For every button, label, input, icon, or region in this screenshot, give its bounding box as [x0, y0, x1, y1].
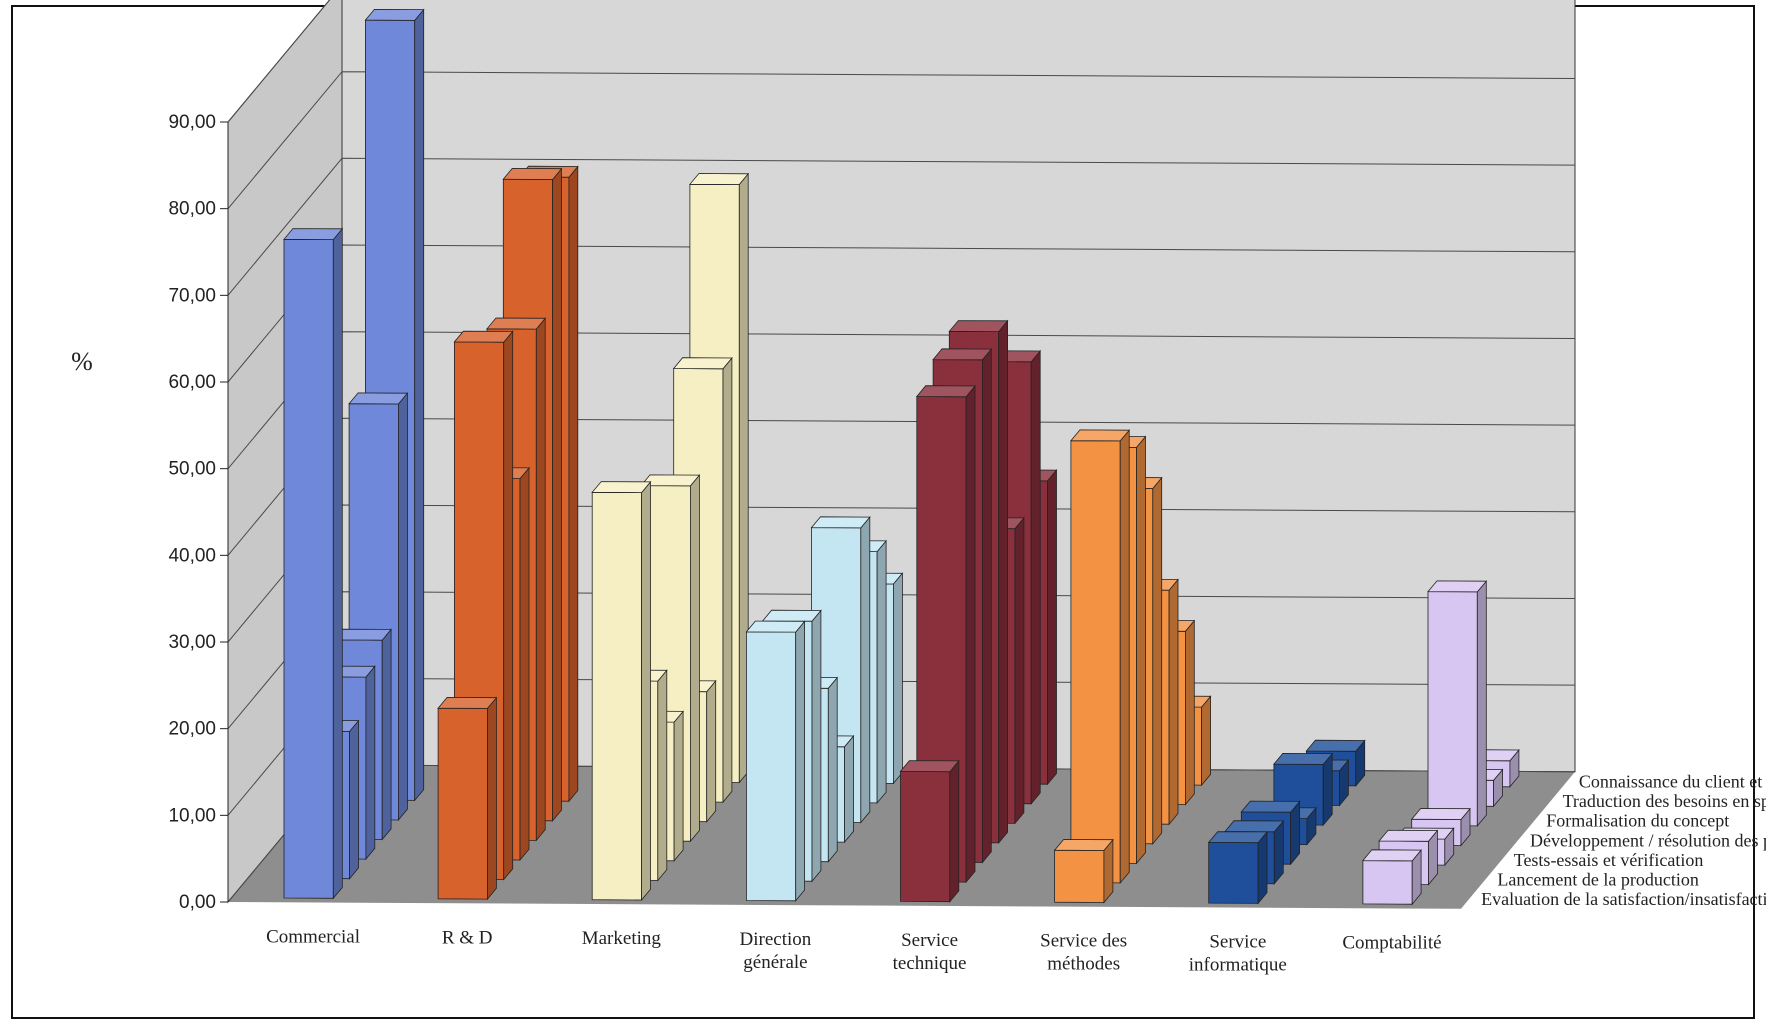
series-labels: Evaluation de la satisfaction/insatisfac… [1481, 772, 1766, 909]
bar [1053, 838, 1114, 904]
x-axis-labels: Commercial R & D Marketing Direction général… [266, 926, 1441, 975]
y-tick-label: 0,00 [179, 892, 216, 913]
y-axis-label: % [71, 347, 93, 376]
bar [899, 759, 960, 903]
bar [745, 620, 806, 902]
bar [1362, 848, 1422, 906]
gridline [227, 71, 1576, 210]
y-tick-label: 40,00 [168, 545, 216, 566]
y-tick-label: 60,00 [168, 372, 216, 393]
x-tick-label: Marketing [582, 928, 662, 949]
series-label: Lancement de la production [1497, 869, 1698, 889]
y-tick-label: 10,00 [168, 805, 216, 826]
y-tick-label: 30,00 [168, 632, 216, 653]
series-label: Evaluation de la satisfaction/insatisfac… [1481, 889, 1766, 909]
bars-layer [283, 8, 1520, 906]
bar [1070, 429, 1131, 884]
x-tick-label: Commercial [266, 926, 360, 947]
y-tick-label: 80,00 [168, 199, 216, 220]
series-label: Traduction des besoins en spécifications [1563, 791, 1766, 811]
y-tick-label: 70,00 [168, 285, 216, 306]
gridline [227, 0, 331, 123]
series-label: Formalisation du concept [1546, 811, 1729, 831]
x-tick-label: Service informatique [1189, 932, 1287, 976]
series-label: Tests-essais et vérification [1514, 850, 1704, 870]
x-tick-label: Comptabilité [1342, 932, 1441, 953]
series-label: Connaissance du client et identification… [1579, 772, 1766, 792]
y-tick-label: 90,00 [168, 112, 216, 133]
series-label: Développement / résolution des problèmes [1530, 830, 1766, 850]
bar [437, 696, 498, 901]
gridline [227, 157, 1576, 296]
x-tick-label: R & D [442, 927, 493, 948]
x-tick-label: Service technique [893, 930, 967, 974]
bar [283, 227, 344, 900]
bar [1427, 580, 1488, 827]
x-tick-label: Direction générale [740, 929, 812, 973]
x-tick-label: Service des méthodes [1040, 931, 1127, 975]
y-tick-label: 50,00 [168, 459, 216, 480]
bar [591, 480, 652, 902]
bar [1207, 830, 1268, 905]
y-tick-label: 20,00 [168, 719, 216, 740]
